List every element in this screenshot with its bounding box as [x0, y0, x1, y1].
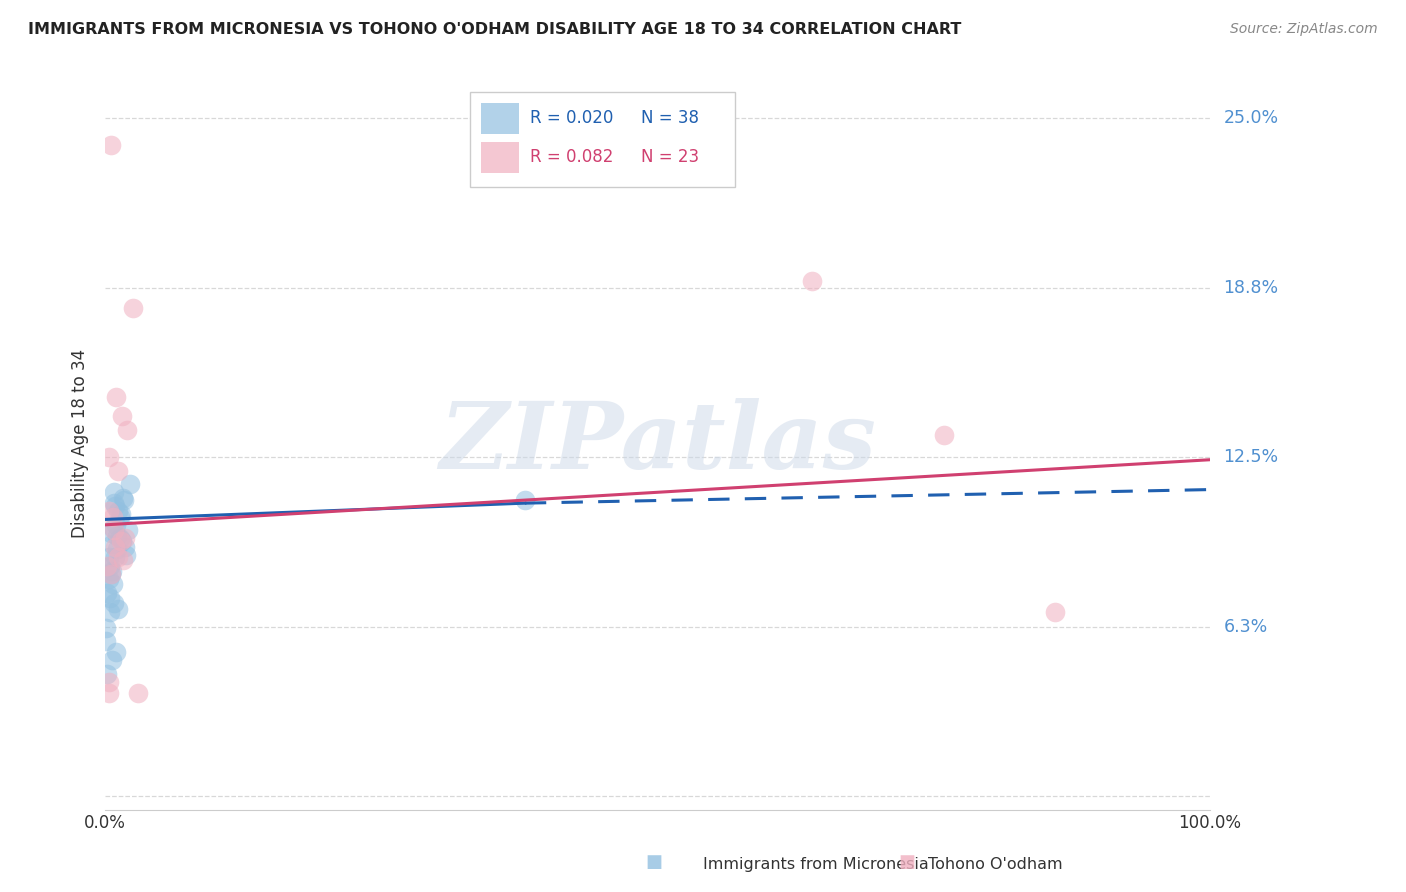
Text: 18.8%: 18.8% [1223, 278, 1278, 296]
Text: IMMIGRANTS FROM MICRONESIA VS TOHONO O'ODHAM DISABILITY AGE 18 TO 34 CORRELATION: IMMIGRANTS FROM MICRONESIA VS TOHONO O'O… [28, 22, 962, 37]
Point [104, 499, 127, 513]
Point [103, 496, 125, 510]
Text: ■: ■ [898, 853, 915, 871]
Text: ■: ■ [645, 853, 662, 871]
Point [103, 523, 125, 537]
Point [96, 585, 118, 599]
Point [110, 534, 132, 549]
Point [103, 485, 125, 500]
Point [101, 653, 124, 667]
Point [101, 509, 124, 524]
Point [121, 301, 143, 315]
Text: 6.3%: 6.3% [1223, 617, 1268, 635]
Text: R = 0.082: R = 0.082 [530, 147, 614, 166]
FancyBboxPatch shape [481, 142, 519, 173]
Text: Source: ZipAtlas.com: Source: ZipAtlas.com [1230, 22, 1378, 37]
Text: 25.0%: 25.0% [1223, 109, 1278, 128]
Point [100, 566, 122, 581]
Point [97, 550, 120, 565]
Text: 12.5%: 12.5% [1223, 448, 1278, 466]
Point [118, 477, 141, 491]
Point [111, 491, 134, 505]
Point [513, 493, 536, 508]
Point [97, 686, 120, 700]
Point [101, 537, 124, 551]
Point [96, 667, 118, 681]
Text: N = 38: N = 38 [641, 109, 699, 127]
Point [114, 532, 136, 546]
Point [97, 450, 120, 464]
Point [105, 529, 128, 543]
Point [96, 621, 118, 635]
Point [111, 553, 134, 567]
FancyBboxPatch shape [470, 92, 735, 187]
Point [104, 550, 127, 565]
Point [105, 517, 128, 532]
Point [105, 542, 128, 557]
Point [107, 504, 129, 518]
Point [127, 686, 149, 700]
Y-axis label: Disability Age 18 to 34: Disability Age 18 to 34 [72, 349, 89, 538]
Point [100, 138, 122, 153]
Point [111, 409, 134, 424]
Point [98, 558, 121, 573]
Point [98, 605, 121, 619]
Point [107, 464, 129, 478]
FancyBboxPatch shape [481, 103, 519, 134]
Point [96, 558, 118, 573]
Point [104, 540, 127, 554]
Point [111, 534, 134, 549]
Point [101, 564, 124, 578]
Point [96, 634, 118, 648]
Point [105, 645, 128, 659]
Point [115, 548, 138, 562]
Point [97, 675, 120, 690]
Point [105, 391, 128, 405]
Text: Tohono O'odham: Tohono O'odham [928, 857, 1063, 872]
Point [100, 566, 122, 581]
Point [114, 540, 136, 554]
Point [1043, 605, 1066, 619]
Point [101, 520, 124, 534]
Text: N = 23: N = 23 [641, 147, 699, 166]
Point [107, 602, 129, 616]
Point [110, 507, 132, 521]
Point [97, 572, 120, 586]
Text: ZIPatlas: ZIPatlas [439, 399, 876, 489]
Point [98, 591, 121, 605]
Point [97, 504, 120, 518]
Text: Immigrants from Micronesia: Immigrants from Micronesia [703, 857, 929, 872]
Point [800, 274, 823, 288]
Point [117, 423, 139, 437]
Point [101, 577, 124, 591]
Point [934, 428, 956, 442]
Text: R = 0.020: R = 0.020 [530, 109, 614, 127]
Point [112, 493, 135, 508]
Point [108, 532, 131, 546]
Point [107, 550, 129, 565]
Point [108, 509, 131, 524]
Point [100, 525, 122, 540]
Point [117, 523, 139, 537]
Point [103, 597, 125, 611]
